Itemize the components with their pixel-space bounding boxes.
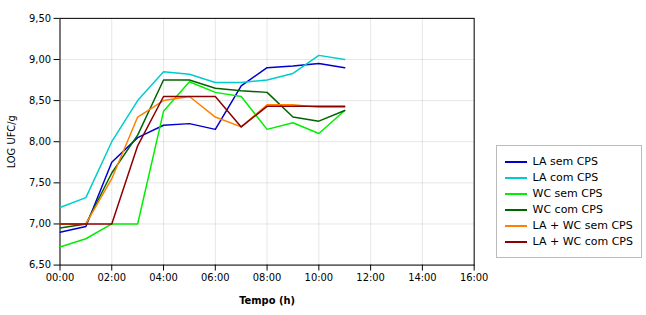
svg-text:LOG UFC/g: LOG UFC/g xyxy=(6,115,17,168)
svg-text:00:00: 00:00 xyxy=(46,272,75,283)
svg-text:08:00: 08:00 xyxy=(253,272,282,283)
html-text:LA sem CPS: LA sem CPS xyxy=(532,155,598,169)
html-text:LA + WC com CPS: LA + WC com CPS xyxy=(532,235,633,249)
svg-text:16:00: 16:00 xyxy=(460,272,489,283)
svg-text:6,50: 6,50 xyxy=(29,259,51,270)
svg-text:12:00: 12:00 xyxy=(356,272,385,283)
svg-text:02:00: 02:00 xyxy=(98,272,127,283)
svg-text:9,50: 9,50 xyxy=(29,13,51,24)
html-text:LA + WC sem CPS: LA + WC sem CPS xyxy=(532,219,633,233)
svg-text:06:00: 06:00 xyxy=(201,272,230,283)
html-text:LA com CPS: LA com CPS xyxy=(532,171,599,185)
svg-text:10:00: 10:00 xyxy=(305,272,334,283)
svg-text:Tempo (h): Tempo (h) xyxy=(239,295,295,306)
html-text:WC com CPS: WC com CPS xyxy=(532,203,603,217)
svg-text:04:00: 04:00 xyxy=(149,272,178,283)
html-text:WC sem CPS: WC sem CPS xyxy=(532,187,603,201)
svg-text:14:00: 14:00 xyxy=(408,272,437,283)
svg-text:9,00: 9,00 xyxy=(29,54,51,65)
svg-text:8,50: 8,50 xyxy=(29,95,51,106)
svg-text:8,00: 8,00 xyxy=(29,136,51,147)
svg-text:7,50: 7,50 xyxy=(29,177,51,188)
svg-text:7,00: 7,00 xyxy=(29,218,51,229)
